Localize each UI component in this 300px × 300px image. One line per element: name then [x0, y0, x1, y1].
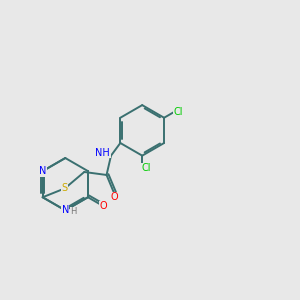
Text: O: O — [110, 192, 118, 202]
Text: N: N — [61, 205, 69, 215]
Text: Cl: Cl — [141, 163, 151, 173]
Text: N: N — [39, 166, 46, 176]
Text: NH: NH — [95, 148, 110, 158]
Text: Cl: Cl — [174, 106, 183, 116]
Text: H: H — [70, 207, 77, 216]
Text: O: O — [100, 201, 107, 211]
Text: S: S — [62, 183, 68, 193]
